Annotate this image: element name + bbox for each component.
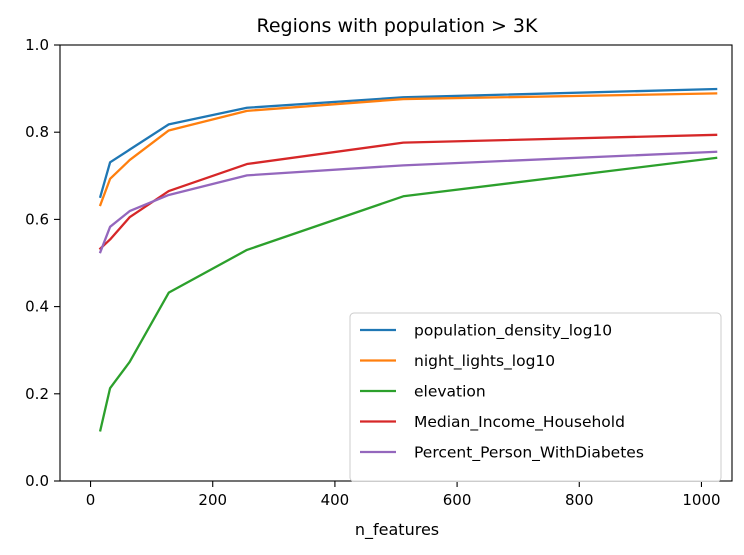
x-tick-label: 600 (443, 491, 472, 509)
y-tick-label: 0.2 (25, 385, 49, 403)
x-tick-label: 200 (198, 491, 227, 509)
series-line-4 (98, 150, 718, 254)
plot-area: 0 200 400 600 800 1000 0.0 0.2 0.4 0.6 0.8 1.0 (25, 36, 733, 509)
y-tick-label: 0.0 (25, 472, 49, 490)
legend-box (349, 312, 722, 482)
legend-label-0: population_density_log10 (414, 322, 612, 341)
y-tick-label: 1.0 (25, 36, 49, 54)
legend: population_density_log10 night_lights_log… (349, 312, 722, 482)
legend-label-4: Percent_Person_WithDiabetes (414, 444, 644, 463)
x-tick-label: 800 (565, 491, 594, 509)
x-tick-label: 0 (86, 491, 96, 509)
y-tick-label: 0.4 (25, 298, 49, 316)
y-tick-label: 0.6 (25, 210, 49, 228)
legend-label-3: Median_Income_Household (414, 413, 625, 432)
series-line-3 (98, 133, 718, 251)
series-line-2 (98, 156, 718, 432)
x-axis-label: n_features (355, 520, 439, 540)
series-line-1 (98, 92, 718, 207)
x-tick-label: 400 (321, 491, 350, 509)
x-tick-label: 1000 (682, 491, 720, 509)
y-tick-label: 0.8 (25, 123, 49, 141)
chart-title: Regions with population > 3K (257, 15, 539, 37)
series-line-0 (98, 87, 718, 199)
legend-label-2: elevation (414, 383, 486, 401)
legend-label-1: night_lights_log10 (414, 352, 555, 371)
